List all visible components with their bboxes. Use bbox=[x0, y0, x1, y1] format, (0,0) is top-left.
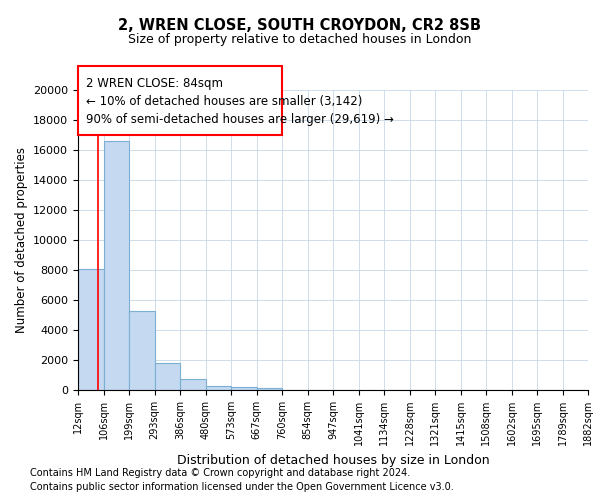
Text: 2, WREN CLOSE, SOUTH CROYDON, CR2 8SB: 2, WREN CLOSE, SOUTH CROYDON, CR2 8SB bbox=[119, 18, 482, 32]
Bar bbox=[180, 379, 206, 390]
Text: 90% of semi-detached houses are larger (29,619) →: 90% of semi-detached houses are larger (… bbox=[86, 114, 394, 126]
FancyBboxPatch shape bbox=[78, 66, 282, 135]
Bar bbox=[78, 268, 104, 390]
Text: 2 WREN CLOSE: 84sqm: 2 WREN CLOSE: 84sqm bbox=[86, 76, 223, 90]
Text: Contains HM Land Registry data © Crown copyright and database right 2024.: Contains HM Land Registry data © Crown c… bbox=[30, 468, 410, 477]
Y-axis label: Number of detached properties: Number of detached properties bbox=[14, 147, 28, 333]
Bar bbox=[206, 386, 231, 390]
Text: Size of property relative to detached houses in London: Size of property relative to detached ho… bbox=[128, 32, 472, 46]
Text: Contains public sector information licensed under the Open Government Licence v3: Contains public sector information licen… bbox=[30, 482, 454, 492]
Text: ← 10% of detached houses are smaller (3,142): ← 10% of detached houses are smaller (3,… bbox=[86, 96, 362, 108]
Bar bbox=[257, 388, 282, 390]
Bar bbox=[129, 310, 155, 390]
Bar bbox=[104, 141, 129, 390]
Bar bbox=[231, 388, 257, 390]
X-axis label: Distribution of detached houses by size in London: Distribution of detached houses by size … bbox=[176, 454, 490, 466]
Bar bbox=[155, 363, 180, 390]
